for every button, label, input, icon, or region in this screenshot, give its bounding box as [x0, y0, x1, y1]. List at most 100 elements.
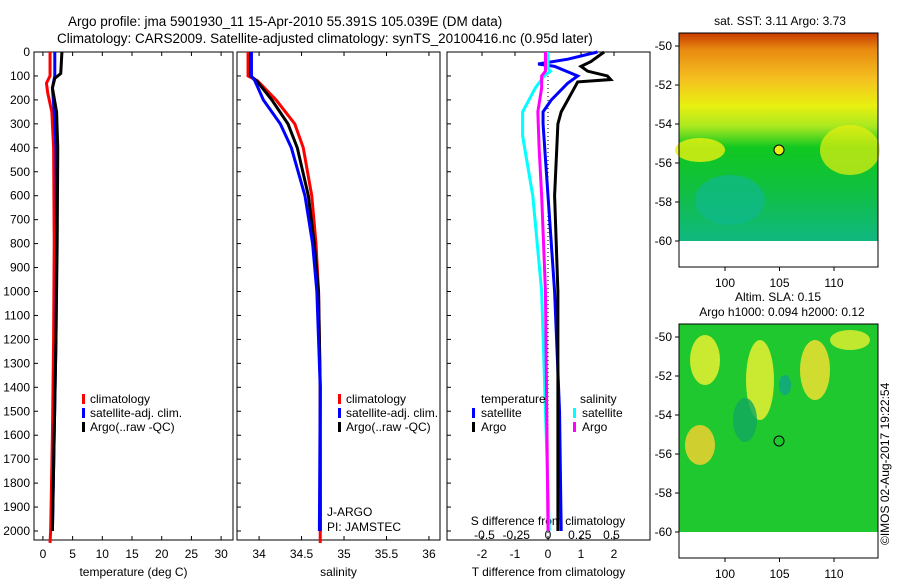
s-diff-tick-label: 0.5 — [603, 528, 620, 542]
x-tick-label: 20 — [155, 547, 169, 561]
legend-item: satellite-adj. clim. — [90, 406, 182, 420]
differences-panel: -2 -1 0 1 2 T difference from climatology -0.5… — [446, 50, 651, 579]
map-y-tick-label: -50 — [655, 330, 673, 344]
map-y-tick-label: -56 — [655, 447, 673, 461]
x-tick-label: 2 — [611, 547, 618, 561]
legend-item: Argo(..raw -QC) — [90, 420, 175, 434]
sla-map-frame — [678, 323, 879, 559]
sla-low-patch — [733, 398, 757, 442]
figure-title-line1: Argo profile: jma 5901930_11 15-Apr-2010… — [68, 14, 502, 29]
x-tick-label: 30 — [214, 547, 228, 561]
legend-swatch — [472, 422, 475, 432]
sst-warm-patch — [675, 138, 725, 162]
x-axis-label: T difference from climatology — [472, 565, 626, 579]
y-tick-label: 1600 — [3, 428, 30, 442]
series-argo-raw-qc- — [50, 51, 64, 532]
legend-t-item: satellite — [481, 406, 522, 420]
y-tick-label: 400 — [10, 141, 30, 155]
legend-swatch — [338, 422, 341, 432]
x-tick-label: 10 — [96, 547, 110, 561]
y-tick-label: 2000 — [3, 524, 30, 538]
map-y-tick-label: -56 — [655, 156, 673, 170]
x-tick-label: 34.5 — [290, 547, 314, 561]
y-tick-label: 1300 — [3, 356, 30, 370]
y-tick-label: 600 — [10, 189, 30, 203]
series-t-satellite — [537, 50, 598, 532]
x-tick-label: -2 — [477, 547, 488, 561]
s-diff-tick-label: 0 — [545, 528, 552, 542]
sst-cold-patch — [695, 175, 765, 225]
series-argo-raw-qc- — [249, 52, 322, 531]
map-y-tick-label: -52 — [655, 369, 673, 383]
map-axes: -50 -52 -54 -56 -58 -60 100 105 110 — [655, 330, 844, 581]
sla-high-patch — [830, 330, 870, 350]
map-y-tick-label: -54 — [655, 408, 673, 422]
x-tick-label: 5 — [69, 547, 76, 561]
y-tick-label: 1200 — [3, 332, 30, 346]
sst-map-title: sat. SST: 3.11 Argo: 3.73 — [714, 14, 846, 28]
x-tick-label: -1 — [510, 547, 521, 561]
legend-item: Argo(..raw -QC) — [346, 420, 431, 434]
y-tick-label: 500 — [10, 165, 30, 179]
sst-warm-patch — [820, 125, 880, 175]
argo-location-marker — [773, 144, 785, 156]
series-s-argo — [536, 52, 550, 532]
legend-swatch — [573, 422, 576, 432]
y-tick-label: 1700 — [3, 452, 30, 466]
s-diff-tick-label: 0.25 — [568, 528, 592, 542]
map-x-tick-label: 100 — [715, 567, 735, 580]
legend-swatch — [338, 394, 341, 404]
y-tick-label: 1100 — [4, 308, 30, 322]
credit-timestamp: ©IMOS 02-Aug-2017 19:22:54 — [878, 382, 892, 545]
argo-location-marker — [773, 435, 785, 447]
y-tick-label: 1500 — [3, 404, 30, 418]
map-y-tick-label: -60 — [655, 525, 673, 539]
y-tick-label: 1900 — [3, 500, 30, 514]
series-s-satellite — [521, 52, 553, 532]
series-climatology — [44, 52, 56, 544]
sla-high-patch — [746, 340, 774, 420]
map-y-tick-label: -58 — [655, 486, 673, 500]
annotation-program: J-ARGO — [327, 505, 372, 519]
sla-map-title1: Altim. SLA: 0.15 — [735, 290, 821, 304]
s-diff-tick-label: -0.25 — [503, 528, 531, 542]
map-y-tick-label: -58 — [655, 195, 673, 209]
series-climatology — [246, 52, 322, 543]
y-tick-label: 300 — [10, 117, 30, 131]
legend-t-item: Argo — [481, 420, 507, 434]
temperature-frame — [33, 51, 234, 541]
annotation-pi: PI: JAMSTEC — [327, 520, 401, 534]
salinity-frame — [236, 51, 441, 541]
y-tick-label: 1400 — [3, 380, 30, 394]
y-tick-label: 1000 — [3, 285, 30, 299]
series-satellite-adj-clim- — [249, 52, 322, 532]
legend-item: climatology — [346, 392, 406, 406]
x-tick-label: 0 — [545, 547, 552, 561]
sla-low-patch — [779, 375, 791, 395]
sla-high-patch — [800, 340, 830, 400]
legend-s-item: satellite — [582, 406, 623, 420]
s-diff-tick-label: -0.5 — [474, 528, 495, 542]
x-tick-label: 34 — [252, 547, 266, 561]
x-tick-label: 0 — [40, 547, 47, 561]
y-tick-label: 900 — [10, 261, 30, 275]
map-x-tick-label: 105 — [769, 276, 789, 290]
x-tick-label: 35 — [337, 547, 351, 561]
series-t-argo — [553, 50, 614, 531]
sla-map-title2: Argo h1000: 0.094 h2000: 0.12 — [699, 305, 865, 319]
y-tick-label: 200 — [10, 93, 30, 107]
x-tick-label: 36 — [422, 547, 436, 561]
y-tick-label: 800 — [10, 237, 30, 251]
legend-swatch — [82, 394, 85, 404]
x-tick-label: 25 — [185, 547, 199, 561]
map-y-tick-label: -60 — [655, 234, 673, 248]
x-axis-label: salinity — [320, 565, 357, 579]
map-x-tick-label: 100 — [715, 276, 735, 290]
map-x-tick-label: 110 — [824, 276, 843, 290]
x-tick-label: 35.5 — [375, 547, 399, 561]
figure-title-line2: Climatology: CARS2009. Satellite-adjuste… — [57, 31, 593, 46]
legend-swatch — [573, 408, 576, 418]
map-y-tick-label: -50 — [655, 39, 673, 53]
map-y-tick-label: -52 — [655, 78, 673, 92]
